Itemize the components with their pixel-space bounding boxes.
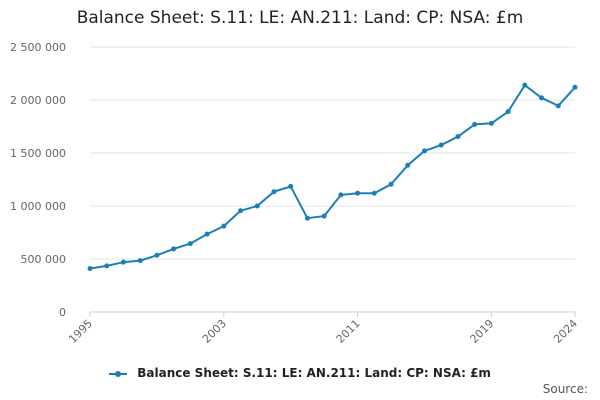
data-point[interactable] — [438, 142, 444, 148]
data-point[interactable] — [204, 231, 210, 237]
source-label: Source: — [542, 382, 588, 396]
data-point[interactable] — [522, 82, 528, 88]
data-point[interactable] — [472, 121, 478, 127]
data-point[interactable] — [321, 213, 327, 219]
x-tick-label: 1995 — [66, 317, 95, 346]
grid-lines — [90, 46, 575, 313]
series-line — [89, 83, 576, 270]
y-tick-label: 2 000 000 — [10, 94, 66, 107]
data-point[interactable] — [238, 208, 244, 214]
data-point[interactable] — [405, 162, 411, 168]
data-point[interactable] — [154, 252, 160, 258]
data-point[interactable] — [572, 84, 578, 90]
data-point[interactable] — [421, 148, 427, 154]
data-point[interactable] — [338, 192, 344, 198]
y-tick-label: 0 — [59, 306, 66, 319]
x-tick-label: 2019 — [468, 317, 497, 346]
y-axis-ticks: 0 500 000 1 000 000 1 500 000 2 000 000 2 500… — [10, 41, 66, 319]
data-point[interactable] — [371, 190, 377, 196]
data-point[interactable] — [87, 266, 93, 272]
data-point[interactable] — [137, 258, 143, 264]
chart-title: Balance Sheet: S.11: LE: AN.211: Land: C… — [76, 8, 524, 28]
data-point[interactable] — [555, 103, 561, 109]
data-point[interactable] — [304, 215, 310, 221]
data-point[interactable] — [288, 183, 294, 189]
data-point[interactable] — [388, 181, 394, 187]
y-tick-label: 2 500 000 — [10, 41, 66, 54]
y-tick-label: 1 000 000 — [10, 200, 66, 213]
legend[interactable]: Balance Sheet: S.11: LE: AN.211: Land: C… — [0, 366, 600, 380]
data-point[interactable] — [187, 241, 193, 247]
data-point[interactable] — [488, 120, 494, 126]
data-point[interactable] — [455, 134, 461, 140]
x-axis-ticks: 1995 2003 2011 2019 2024 — [66, 312, 580, 346]
x-tick-label: 2024 — [551, 317, 580, 346]
y-tick-label: 1 500 000 — [10, 147, 66, 160]
data-point[interactable] — [171, 246, 177, 252]
data-point[interactable] — [539, 95, 545, 101]
y-tick-label: 500 000 — [21, 253, 67, 266]
data-point[interactable] — [221, 223, 227, 229]
data-point[interactable] — [355, 190, 361, 196]
data-point[interactable] — [120, 259, 126, 265]
x-tick-label: 2003 — [200, 317, 229, 346]
x-tick-label: 2011 — [334, 317, 363, 346]
series-layer — [87, 82, 578, 272]
legend-label: Balance Sheet: S.11: LE: AN.211: Land: C… — [137, 366, 491, 380]
data-point[interactable] — [104, 263, 110, 269]
data-point[interactable] — [271, 189, 277, 195]
data-point[interactable] — [254, 203, 260, 209]
data-point[interactable] — [505, 109, 511, 115]
legend-swatch — [109, 370, 128, 377]
